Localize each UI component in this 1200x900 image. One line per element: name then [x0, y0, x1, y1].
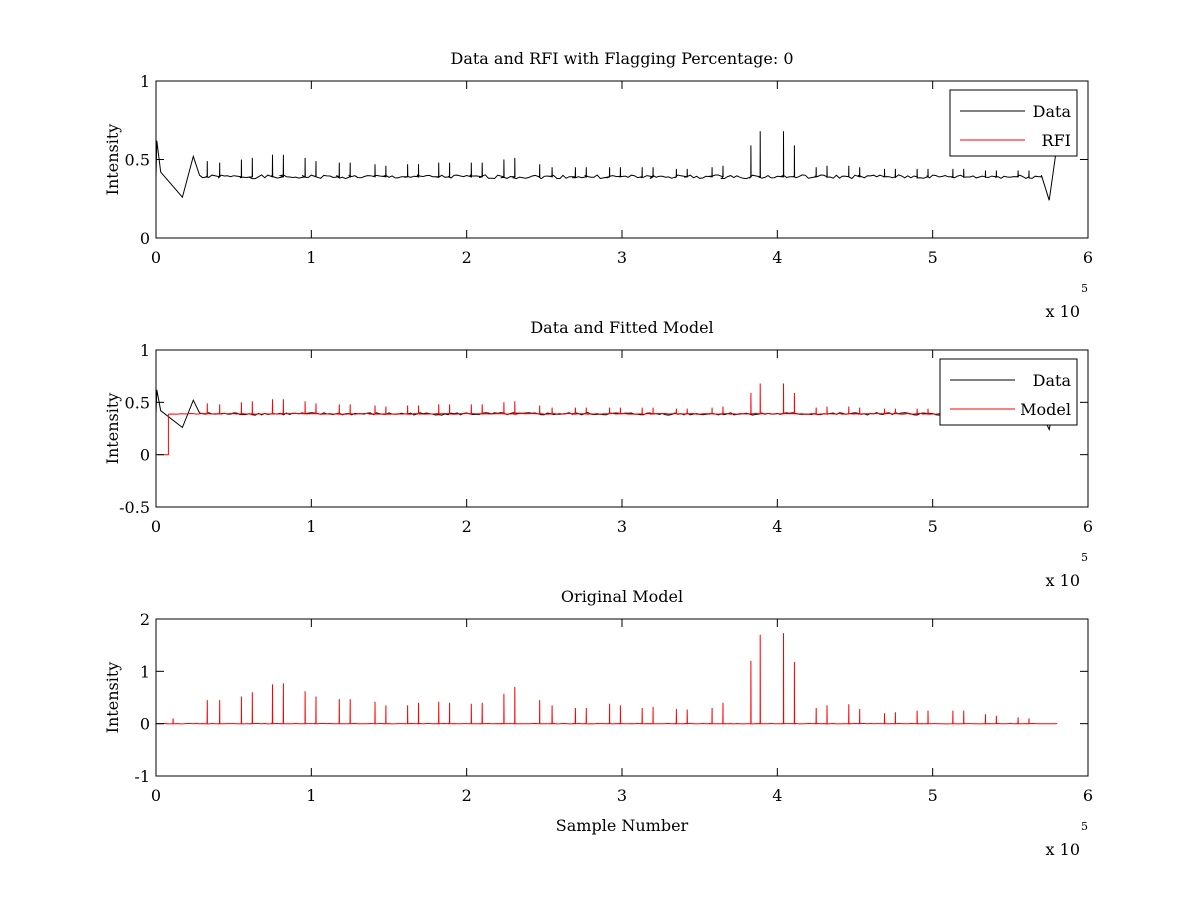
series-group: [156, 633, 1058, 725]
y-tick-label: 0.5: [125, 393, 150, 412]
y-tick-label: -0.5: [119, 498, 150, 517]
x-multiplier-exponent: 5: [1081, 551, 1088, 564]
x-tick-label: 4: [772, 517, 782, 536]
x-tick-label: 1: [306, 248, 316, 267]
x-tick-label: 0: [151, 248, 161, 267]
series-line-model: [157, 383, 1058, 456]
x-tick-label: 3: [617, 248, 627, 267]
x-tick-label: 3: [617, 786, 627, 805]
x-multiplier: x 10: [1046, 302, 1080, 321]
y-tick-label: 1: [140, 662, 150, 681]
x-tick-label: 0: [151, 786, 161, 805]
x-tick-label: 6: [1083, 786, 1093, 805]
subplot-1: 0 1 2 3 4 5 6 0 0.5 1 Data and RFI with Flagging P…: [103, 49, 1093, 321]
x-tick-label: 2: [462, 517, 472, 536]
legend-box: [939, 358, 1078, 426]
legend-label: RFI: [1042, 131, 1071, 150]
legend-label: Data: [1033, 371, 1072, 390]
x-tick-label: 4: [772, 786, 782, 805]
x-tick-label: 1: [306, 786, 316, 805]
x-tick-label: 5: [928, 786, 938, 805]
y-tick-label: -1: [134, 767, 150, 786]
legend: Data Model: [939, 358, 1078, 426]
legend-box: [949, 89, 1078, 157]
y-tick-label: 0: [140, 229, 150, 248]
y-tick-label: 2: [140, 610, 150, 629]
subplot-title: Original Model: [561, 587, 683, 606]
y-axis-label: Intensity: [103, 393, 122, 465]
x-tick-label: 4: [772, 248, 782, 267]
x-tick-label: 0: [151, 517, 161, 536]
y-axis-label: Intensity: [103, 662, 122, 734]
y-tick-label: 1: [140, 341, 150, 360]
x-multiplier: x 10: [1046, 571, 1080, 590]
y-tick-label: 0: [140, 715, 150, 734]
x-multiplier-exponent: 5: [1081, 282, 1088, 295]
x-tick-label: 2: [462, 248, 472, 267]
x-multiplier: x 10: [1046, 840, 1080, 859]
x-tick-label: 3: [617, 517, 627, 536]
x-tick-label: 6: [1083, 517, 1093, 536]
subplot-title: Data and Fitted Model: [530, 318, 713, 337]
series-line-model: [156, 633, 1058, 725]
x-tick-label: 5: [928, 517, 938, 536]
series-group: [156, 131, 1056, 201]
y-tick-label: 0: [140, 446, 150, 465]
x-tick-label: 2: [462, 786, 472, 805]
subplot-title: Data and RFI with Flagging Percentage: 0: [450, 49, 793, 68]
series-group: [156, 383, 1058, 456]
x-tick-label: 6: [1083, 248, 1093, 267]
series-line-data: [156, 131, 1056, 201]
y-axis-label: Intensity: [103, 124, 122, 196]
y-tick-label: 0.5: [125, 151, 150, 170]
legend-label: Data: [1033, 102, 1072, 121]
x-axis-label: Sample Number: [556, 816, 689, 835]
x-tick-label: 1: [306, 517, 316, 536]
x-tick-label: 5: [928, 248, 938, 267]
x-multiplier-exponent: 5: [1081, 820, 1088, 833]
legend: Data RFI: [949, 89, 1078, 157]
y-tick-label: 1: [140, 72, 150, 91]
legend-label: Model: [1020, 400, 1071, 419]
subplots: 0 1 2 3 4 5 6 0 0.5 1 Data and RFI with Flagging P…: [103, 49, 1093, 859]
